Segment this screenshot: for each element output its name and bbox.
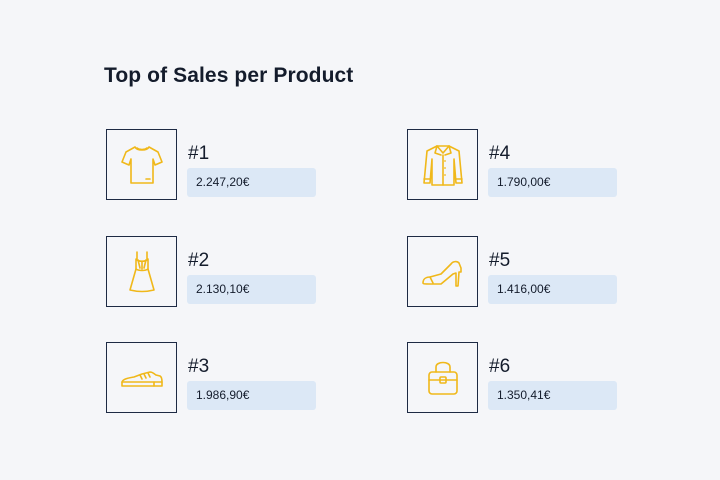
rank-label: #5 — [489, 250, 511, 271]
rank-label: #4 — [489, 143, 511, 164]
rank-label: #1 — [188, 143, 210, 164]
product-thumbnail[interactable] — [407, 342, 478, 413]
tshirt-icon — [120, 145, 163, 184]
product-thumbnail[interactable] — [106, 129, 177, 200]
page-title: Top of Sales per Product — [104, 64, 354, 87]
product-thumbnail[interactable] — [407, 129, 478, 200]
shoe-icon — [120, 370, 163, 387]
product-card-5[interactable]: #5 1.416,00€ — [407, 236, 622, 308]
product-card-1[interactable]: #1 2.247,20€ — [106, 129, 321, 201]
product-thumbnail[interactable] — [106, 236, 177, 307]
sales-amount: 1.986,90€ — [187, 381, 316, 410]
sales-amount: 1.350,41€ — [488, 381, 617, 410]
product-thumbnail[interactable] — [407, 236, 478, 307]
product-card-4[interactable]: #4 1.790,00€ — [407, 129, 622, 201]
rank-label: #3 — [188, 356, 210, 377]
product-thumbnail[interactable] — [106, 342, 177, 413]
rank-label: #6 — [489, 356, 511, 377]
sales-amount: 2.130,10€ — [187, 275, 316, 304]
high-heel-icon — [421, 260, 462, 287]
product-card-3[interactable]: #3 1.986,90€ — [106, 342, 321, 414]
shirt-icon — [422, 144, 463, 186]
product-card-2[interactable]: #2 2.130,10€ — [106, 236, 321, 308]
rank-label: #2 — [188, 250, 210, 271]
dress-icon — [128, 250, 155, 292]
sales-amount: 2.247,20€ — [187, 168, 316, 197]
sales-amount: 1.790,00€ — [488, 168, 617, 197]
sales-amount: 1.416,00€ — [488, 275, 617, 304]
handbag-icon — [427, 361, 458, 395]
product-card-6[interactable]: #6 1.350,41€ — [407, 342, 622, 414]
